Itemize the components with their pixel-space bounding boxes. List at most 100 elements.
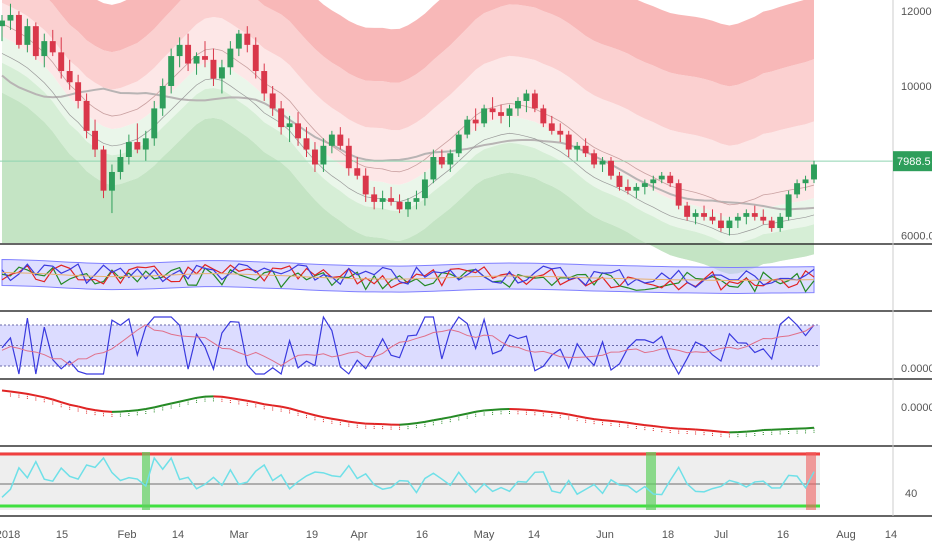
candle-body [456,135,462,154]
candle-body [693,213,699,217]
candle-body [549,123,555,130]
panel4-segment [696,430,704,431]
candle-body [439,157,445,164]
panel4-segment [619,422,627,423]
candle-body [168,56,174,86]
panel4-segment [806,428,814,429]
panel4-segment [526,410,534,411]
candle-body [151,108,157,138]
panel4-segment [197,397,205,398]
candle-body [244,34,250,45]
candle-body [532,93,538,108]
x-tick-7: 16 [416,529,428,541]
candle-body [752,213,758,217]
candle-body [557,131,563,135]
panel4-segment [459,414,467,416]
candle-body [227,49,233,68]
panel5-y-tick: 40 [905,488,917,500]
candle-body [667,176,673,183]
candle-body [523,93,529,100]
candle-body [371,194,377,201]
candle-body [608,161,614,176]
candle-body [811,164,817,179]
candle-body [270,93,276,108]
panel4-segment [332,419,340,420]
panel4-segment [315,415,323,417]
x-tick-14: Aug [836,529,856,541]
candle-body [253,45,259,71]
panel4-segment [340,420,348,422]
panel4-segment [87,409,95,410]
cloud-bands [2,0,814,274]
candle-body [625,187,631,191]
candle-body [616,176,622,187]
candle-body [566,135,572,150]
panel4-segment [230,398,238,399]
candle-body [760,217,766,221]
candle-body [743,213,749,217]
panel4-segment [552,412,560,413]
panel4-segment [450,415,458,417]
candle-body [134,142,140,149]
panel4-segment [53,400,61,403]
candle-body [684,206,690,217]
candle-body [346,146,352,168]
candle-body [659,176,665,180]
candle-body [160,86,166,108]
panel4-segment [171,402,179,404]
candle-body [786,194,792,216]
candle-body [101,150,107,191]
panel4-segment [78,406,86,408]
panel4-segment [281,407,289,409]
panel4-segment [2,391,10,392]
x-tick-9: 14 [528,529,540,541]
panel4-segment [721,432,729,433]
panel4-segment [611,421,619,422]
candle-body [219,67,225,78]
panel4-segment [425,420,433,422]
candle-body [507,108,513,115]
panel4-segment [704,430,712,431]
panel4-segment [290,408,298,410]
panel4-segment [738,432,746,433]
panel3-y-tick: 0.0000 [901,363,932,375]
candle-body [312,150,318,165]
candle-body [397,202,403,209]
candle-body [676,183,682,205]
candle-body [236,34,242,49]
x-tick-12: Jul [714,529,728,541]
panel4-y-tick: 0.0000 [901,402,932,414]
candle-body [126,142,132,157]
candle-body [718,221,724,228]
panel4-segment [713,431,721,432]
candle-body [109,172,115,191]
candle-body [261,71,267,93]
candle-body [735,217,741,221]
panel4-segment [357,423,365,424]
panel4-segment [543,411,551,412]
panel4-segment [586,418,594,419]
candle-body [803,179,809,183]
candle-body [185,45,191,64]
candle-body [633,187,639,191]
main-y-tick-3: 6000.0 [901,231,932,243]
panel4-segment [653,426,661,427]
panel4-segment [188,398,196,400]
panel4-segment [349,422,357,423]
candle-body [143,138,149,149]
candle-body [794,183,800,194]
candle-body [540,108,546,123]
candle-body [24,26,30,45]
candle-body [642,183,648,187]
candle-body [92,131,98,150]
panel4-segment [10,392,18,393]
candle-body [405,202,411,209]
panel4-segment [383,424,391,425]
panel4-segment [400,424,408,425]
x-tick-5: 19 [306,529,318,541]
x-tick-13: 16 [777,529,789,541]
panel4-segment [70,405,78,407]
candle-body [490,108,496,112]
candle-body [650,179,656,183]
